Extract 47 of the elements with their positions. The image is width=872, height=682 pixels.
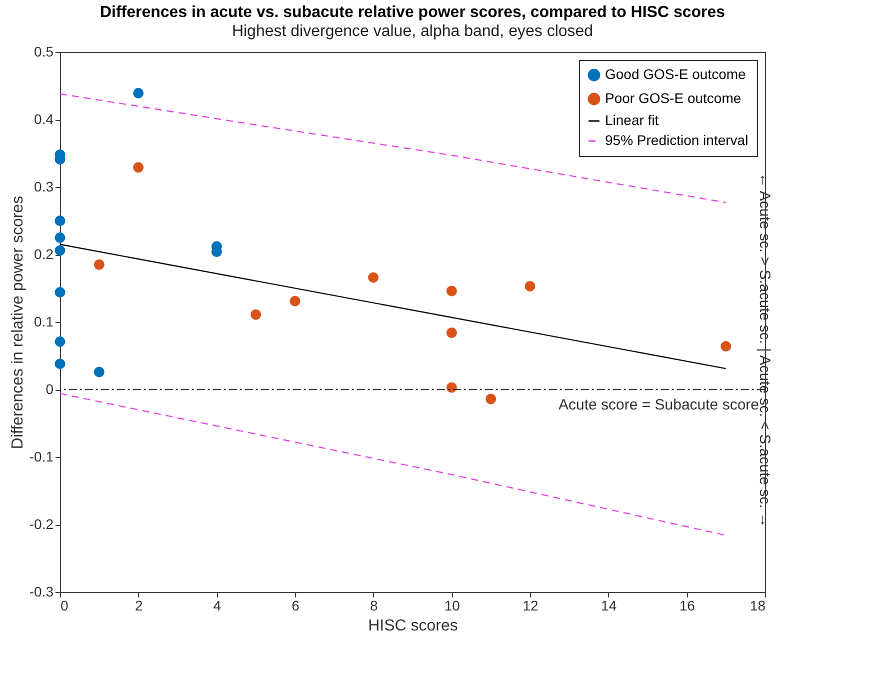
legend-label: Poor GOS-E outcome (605, 90, 742, 106)
y-tick-label: 0.4 (34, 111, 54, 127)
y-tick-label: -0.2 (29, 516, 54, 532)
point (54, 287, 66, 298)
x-tick-label: 18 (750, 598, 766, 614)
x-tick-label: 12 (522, 598, 538, 614)
point (54, 232, 66, 243)
x-tick-label: 8 (370, 598, 378, 614)
ref-line-label: Acute score = Subacute score (558, 396, 759, 414)
y-tick-label: 0.3 (34, 178, 54, 194)
point (290, 296, 300, 306)
point (54, 358, 66, 370)
point (446, 328, 457, 338)
chart-title: Differences in acute vs. subacute relative power scores, compared to HISC scores (100, 4, 726, 21)
point (94, 366, 104, 378)
point (446, 382, 457, 393)
point (54, 336, 66, 347)
y-tick-label: -0.3 (29, 584, 54, 600)
legend-label: 95% Prediction interval (605, 132, 748, 148)
x-tick-label: 4 (213, 598, 222, 614)
x-tick-label: 10 (444, 598, 460, 614)
point (486, 394, 496, 404)
y-tick-label: 0.5 (34, 44, 54, 60)
x-tick-label: 6 (292, 598, 300, 614)
x-tick-label: 2 (134, 598, 143, 614)
x-axis-title: HISC scores (368, 618, 458, 634)
legend-label: Linear fit (605, 112, 659, 128)
x-tick-label: 16 (679, 598, 696, 614)
y-tick-label: -0.1 (29, 448, 54, 464)
x-tick-label: 14 (601, 598, 617, 614)
y-tick-label: 0 (46, 381, 54, 397)
chart-subtitle: Highest divergence value, alpha band, eyes closed (232, 23, 594, 40)
x-tick-label: 0 (60, 598, 68, 614)
point (524, 280, 536, 292)
point (133, 162, 144, 173)
point (94, 259, 104, 270)
point (133, 88, 144, 98)
point (250, 309, 262, 320)
point (446, 286, 457, 296)
point (368, 272, 379, 283)
point (54, 216, 66, 226)
y-tick-label: 0.2 (34, 246, 54, 262)
y-axis-title: Differences in relative power scores (9, 196, 26, 450)
legend-label: Good GOS-E outcome (605, 66, 746, 82)
y-tick-label: 0.1 (34, 314, 54, 330)
point (54, 245, 66, 256)
point (720, 341, 732, 352)
